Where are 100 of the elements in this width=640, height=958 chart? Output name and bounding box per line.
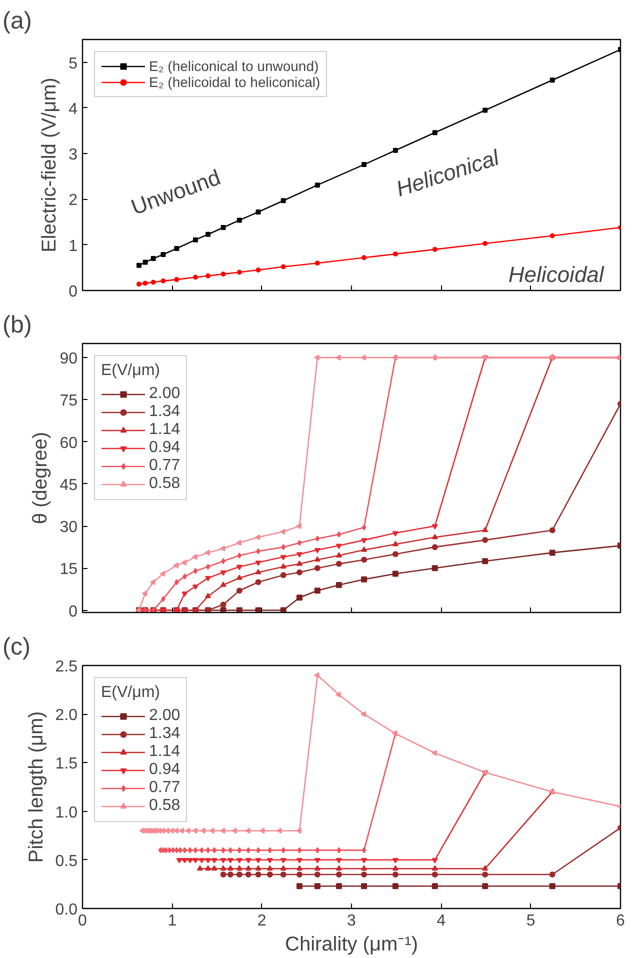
point bbox=[193, 847, 198, 854]
point bbox=[362, 847, 366, 854]
point bbox=[256, 210, 261, 215]
point bbox=[220, 272, 226, 277]
point bbox=[280, 572, 286, 578]
legend-label: 0.58 bbox=[149, 475, 180, 493]
point bbox=[192, 828, 198, 834]
x-axis-title: Chirality (μm⁻¹) bbox=[285, 934, 418, 956]
point bbox=[206, 847, 210, 854]
point bbox=[336, 544, 342, 550]
point bbox=[200, 828, 206, 834]
point bbox=[246, 847, 251, 854]
point bbox=[193, 568, 198, 574]
point bbox=[192, 237, 198, 242]
point bbox=[336, 582, 342, 588]
point bbox=[236, 564, 242, 570]
y-tick-label: 90 bbox=[60, 350, 78, 368]
x-tick-label: 5 bbox=[526, 912, 536, 930]
point bbox=[160, 570, 166, 577]
point bbox=[236, 858, 242, 864]
point bbox=[150, 579, 156, 586]
point bbox=[482, 537, 488, 544]
point bbox=[315, 847, 320, 854]
point bbox=[314, 182, 320, 188]
point bbox=[314, 565, 320, 572]
point bbox=[314, 260, 320, 266]
x-tick-label: 6 bbox=[616, 912, 626, 930]
point bbox=[336, 865, 342, 871]
x-tick-label: 3 bbox=[347, 912, 356, 930]
point bbox=[336, 531, 342, 538]
point bbox=[174, 579, 179, 586]
point bbox=[245, 858, 252, 864]
point bbox=[432, 858, 438, 864]
y-tick-label: 45 bbox=[60, 476, 78, 494]
point bbox=[296, 523, 302, 530]
legend-title: E(V/μm) bbox=[101, 362, 161, 380]
point bbox=[550, 233, 555, 238]
point bbox=[336, 692, 341, 698]
point bbox=[237, 552, 242, 558]
point bbox=[314, 871, 320, 878]
legend-label: 0.94 bbox=[149, 439, 180, 457]
legend-label: E₂ (helicoidal to heliconical) bbox=[149, 74, 320, 90]
point bbox=[266, 871, 273, 878]
point bbox=[220, 858, 226, 864]
point bbox=[220, 828, 226, 834]
point bbox=[188, 847, 192, 854]
chart-title: (a) bbox=[2, 8, 32, 34]
point bbox=[236, 588, 242, 594]
point bbox=[361, 858, 368, 864]
point bbox=[237, 847, 242, 854]
point bbox=[136, 282, 142, 287]
legend-label: 1.14 bbox=[149, 421, 180, 439]
point bbox=[482, 241, 488, 246]
point bbox=[362, 255, 367, 260]
legend-label: 2.00 bbox=[149, 385, 180, 403]
point bbox=[192, 858, 198, 864]
point bbox=[142, 260, 148, 265]
legend-label: 0.77 bbox=[149, 457, 180, 475]
point bbox=[314, 588, 320, 594]
point bbox=[315, 536, 320, 542]
y-tick-label: 0.5 bbox=[55, 852, 78, 870]
point bbox=[361, 576, 368, 582]
point bbox=[432, 871, 438, 878]
point bbox=[192, 274, 198, 280]
y-tick-label: 2.0 bbox=[55, 707, 78, 724]
point bbox=[549, 883, 556, 890]
point bbox=[187, 858, 194, 864]
point bbox=[227, 865, 234, 871]
point bbox=[174, 277, 180, 282]
point bbox=[182, 591, 188, 597]
point bbox=[336, 354, 341, 361]
point bbox=[296, 871, 302, 878]
point bbox=[255, 865, 262, 871]
point bbox=[206, 273, 211, 278]
point bbox=[228, 847, 233, 854]
point bbox=[296, 569, 302, 576]
point bbox=[174, 847, 179, 854]
x-tick-label: 4 bbox=[436, 912, 446, 930]
point bbox=[297, 847, 302, 854]
point bbox=[549, 871, 556, 878]
point bbox=[550, 78, 555, 83]
y-tick-label: 1.0 bbox=[55, 804, 78, 822]
point bbox=[167, 847, 172, 854]
point bbox=[336, 560, 342, 567]
legend-title: E(V/μm) bbox=[101, 684, 161, 702]
point bbox=[314, 556, 320, 562]
point bbox=[296, 858, 302, 864]
point bbox=[173, 562, 179, 568]
point bbox=[170, 847, 176, 854]
point bbox=[361, 556, 368, 563]
y-axis-title: θ (degree) bbox=[30, 432, 52, 524]
point bbox=[336, 871, 342, 878]
point bbox=[432, 246, 438, 252]
point bbox=[150, 280, 156, 285]
point bbox=[244, 828, 250, 834]
point bbox=[205, 576, 212, 582]
point bbox=[361, 538, 368, 544]
point bbox=[211, 865, 218, 871]
point bbox=[181, 560, 187, 566]
point bbox=[392, 865, 398, 871]
